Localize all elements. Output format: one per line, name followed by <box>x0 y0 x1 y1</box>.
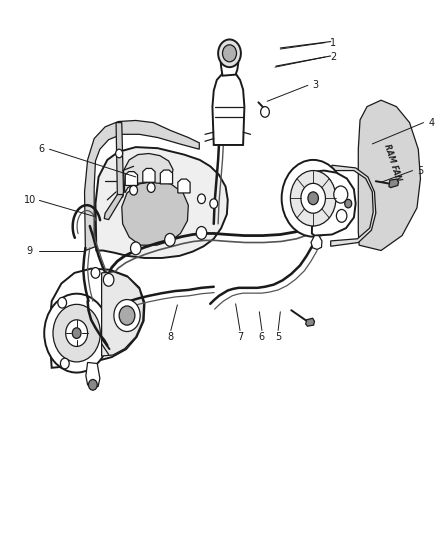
Circle shape <box>345 199 352 208</box>
Text: RAM FAN: RAM FAN <box>382 143 403 182</box>
Polygon shape <box>212 72 244 145</box>
Circle shape <box>88 379 97 390</box>
Polygon shape <box>95 147 228 258</box>
Polygon shape <box>116 123 124 197</box>
Circle shape <box>119 306 135 325</box>
Circle shape <box>72 328 81 338</box>
Text: 7: 7 <box>237 332 243 342</box>
Polygon shape <box>312 171 356 236</box>
Text: 2: 2 <box>330 52 336 62</box>
Circle shape <box>210 199 218 208</box>
Circle shape <box>103 273 114 286</box>
Text: 3: 3 <box>312 80 318 90</box>
Circle shape <box>165 233 175 246</box>
Circle shape <box>58 297 67 308</box>
Circle shape <box>308 192 318 205</box>
Circle shape <box>336 209 347 222</box>
Polygon shape <box>331 165 376 246</box>
Text: 5: 5 <box>275 332 281 342</box>
Polygon shape <box>160 170 173 184</box>
Polygon shape <box>143 168 155 182</box>
Circle shape <box>91 268 100 278</box>
Polygon shape <box>125 172 138 185</box>
Text: 5: 5 <box>417 166 424 175</box>
Circle shape <box>218 39 241 67</box>
Polygon shape <box>389 179 399 188</box>
Circle shape <box>282 160 345 237</box>
Circle shape <box>290 171 336 226</box>
Circle shape <box>66 320 88 346</box>
Polygon shape <box>178 179 190 193</box>
Polygon shape <box>221 54 238 76</box>
Polygon shape <box>85 120 199 251</box>
Circle shape <box>147 183 155 192</box>
Circle shape <box>131 242 141 255</box>
Circle shape <box>60 358 69 369</box>
Text: 6: 6 <box>259 332 265 342</box>
Polygon shape <box>102 272 144 356</box>
Circle shape <box>44 294 109 373</box>
Circle shape <box>53 304 100 362</box>
Circle shape <box>334 186 348 203</box>
Circle shape <box>130 185 138 195</box>
Circle shape <box>223 45 237 62</box>
Text: 1: 1 <box>330 38 336 47</box>
Circle shape <box>198 194 205 204</box>
Polygon shape <box>306 318 314 326</box>
Text: 4: 4 <box>428 118 434 127</box>
Circle shape <box>261 107 269 117</box>
Polygon shape <box>124 154 173 193</box>
Circle shape <box>196 227 207 239</box>
Circle shape <box>116 149 123 158</box>
Circle shape <box>301 183 325 213</box>
Text: 6: 6 <box>39 144 45 154</box>
Polygon shape <box>311 236 322 249</box>
Polygon shape <box>86 362 100 388</box>
Polygon shape <box>122 181 188 245</box>
Circle shape <box>114 300 140 332</box>
Text: 10: 10 <box>24 196 36 205</box>
Polygon shape <box>358 100 420 251</box>
Polygon shape <box>104 195 124 220</box>
Text: 9: 9 <box>27 246 33 255</box>
Text: 8: 8 <box>168 332 174 342</box>
Polygon shape <box>49 269 145 368</box>
